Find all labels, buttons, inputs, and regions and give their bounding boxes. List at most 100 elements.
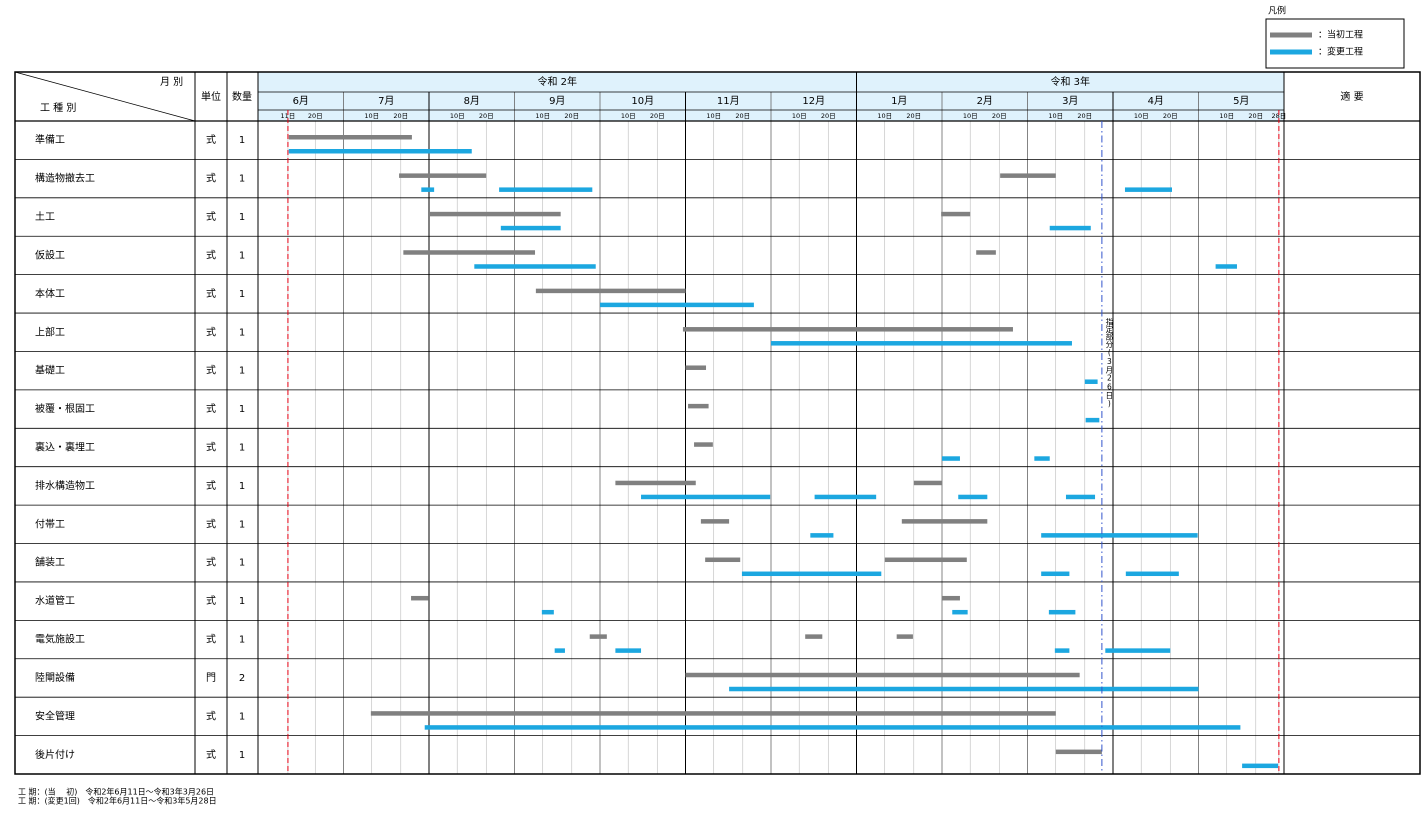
planned-bar xyxy=(805,634,823,639)
changed-bar xyxy=(1034,456,1050,461)
row-name: 後片付け xyxy=(35,748,75,761)
planned-bar xyxy=(403,250,536,255)
day-label: 20日 xyxy=(735,112,750,120)
planned-bar xyxy=(615,480,696,486)
year-label: 令和 2年 xyxy=(537,75,577,88)
changed-bar xyxy=(810,533,834,538)
row-unit: 式 xyxy=(206,133,216,146)
planned-bar xyxy=(700,519,730,524)
row-name: 準備工 xyxy=(35,133,65,146)
row-qty: 2 xyxy=(239,673,245,684)
row-qty: 1 xyxy=(239,404,245,415)
planned-bar xyxy=(370,711,1056,716)
month-label: 7月 xyxy=(378,95,394,107)
planned-bar xyxy=(688,403,709,409)
month-label: 8月 xyxy=(464,95,480,107)
planned-bar xyxy=(411,595,429,601)
legend-label: ：当初工程 xyxy=(1318,29,1363,41)
row-name: 上部工 xyxy=(35,325,65,338)
row-name: 本体工 xyxy=(35,287,65,300)
changed-bar xyxy=(1124,187,1172,192)
changed-bar xyxy=(952,609,968,615)
planned-bar xyxy=(901,519,988,524)
day-label: 10日 xyxy=(877,112,892,120)
changed-bar xyxy=(1054,648,1070,653)
day-label: 20日 xyxy=(564,112,579,120)
planned-bar xyxy=(942,595,960,601)
row-unit: 式 xyxy=(206,633,216,646)
changed-bar xyxy=(421,187,435,192)
row-qty: 1 xyxy=(239,135,245,146)
changed-bar xyxy=(1084,379,1098,384)
row-qty: 1 xyxy=(239,174,245,185)
month-label: 4月 xyxy=(1148,95,1164,107)
remarks-header: 適 要 xyxy=(1340,90,1363,103)
row-name: 基礎工 xyxy=(35,364,65,377)
planned-bar xyxy=(685,365,707,370)
legend-box xyxy=(1265,18,1405,69)
row-qty: 1 xyxy=(239,596,245,607)
changed-bar xyxy=(741,571,882,577)
changed-bar xyxy=(288,149,472,154)
row-qty: 1 xyxy=(239,443,245,454)
table-frame xyxy=(14,71,1421,775)
footer-line: 工 期：(変更1回) 令和2年6月11日～令和3年5月28日 xyxy=(18,796,217,806)
row-qty: 1 xyxy=(239,711,245,722)
row-unit: 式 xyxy=(206,210,216,223)
changed-bar xyxy=(1242,763,1279,769)
month-label: 6月 xyxy=(293,95,309,107)
day-label: 10日 xyxy=(706,112,721,120)
planned-bar xyxy=(589,634,607,639)
day-label: 20日 xyxy=(1163,112,1178,120)
day-label: 11日 xyxy=(281,112,296,120)
row-qty: 1 xyxy=(239,250,245,261)
planned-bar xyxy=(535,288,686,294)
day-label: 20日 xyxy=(1077,112,1092,120)
marker-label: 指定部分(3月26日) xyxy=(1105,317,1114,408)
row-unit: 式 xyxy=(206,748,216,761)
changed-bar xyxy=(1048,609,1076,615)
changed-bar xyxy=(424,725,1241,730)
row-qty: 1 xyxy=(239,289,245,300)
row-name: 舗装工 xyxy=(35,556,65,569)
changed-bar xyxy=(641,494,771,500)
planned-bar xyxy=(694,442,713,447)
row-name: 裏込・裏埋工 xyxy=(35,441,95,454)
legend: 凡例 xyxy=(1265,5,1405,69)
day-label: 10日 xyxy=(364,112,379,120)
changed-bar xyxy=(1065,494,1096,500)
changed-bar xyxy=(958,494,988,500)
day-label: 20日 xyxy=(479,112,494,120)
planned-bar xyxy=(976,250,996,255)
row-unit: 式 xyxy=(206,364,216,377)
day-label: 10日 xyxy=(1048,112,1063,120)
row-unit: 式 xyxy=(206,287,216,300)
row-unit: 式 xyxy=(206,594,216,607)
changed-bar xyxy=(474,264,596,269)
row-unit: 式 xyxy=(206,517,216,530)
month-label: 月 別 xyxy=(160,76,183,88)
changed-bar xyxy=(1105,648,1171,653)
changed-bar xyxy=(814,494,877,500)
row-name: 安全管理 xyxy=(35,709,75,722)
day-label: 28日 xyxy=(1271,112,1286,120)
day-label: 10日 xyxy=(1134,112,1149,120)
row-name: 被覆・根固工 xyxy=(35,402,95,415)
changed-bar xyxy=(1215,264,1237,269)
row-qty: 1 xyxy=(239,481,245,492)
row-qty: 1 xyxy=(239,327,245,338)
day-label: 10日 xyxy=(792,112,807,120)
day-label: 20日 xyxy=(821,112,836,120)
changed-bar xyxy=(942,456,960,461)
planned-bar xyxy=(685,672,1080,678)
row-name: 電気施設工 xyxy=(35,633,85,646)
changed-bar xyxy=(771,341,1072,346)
planned-bar xyxy=(399,173,487,178)
row-unit: 式 xyxy=(206,325,216,338)
qty-header: 数量 xyxy=(232,90,252,103)
day-label: 10日 xyxy=(963,112,978,120)
changed-bar xyxy=(1041,533,1198,538)
day-label: 10日 xyxy=(621,112,636,120)
